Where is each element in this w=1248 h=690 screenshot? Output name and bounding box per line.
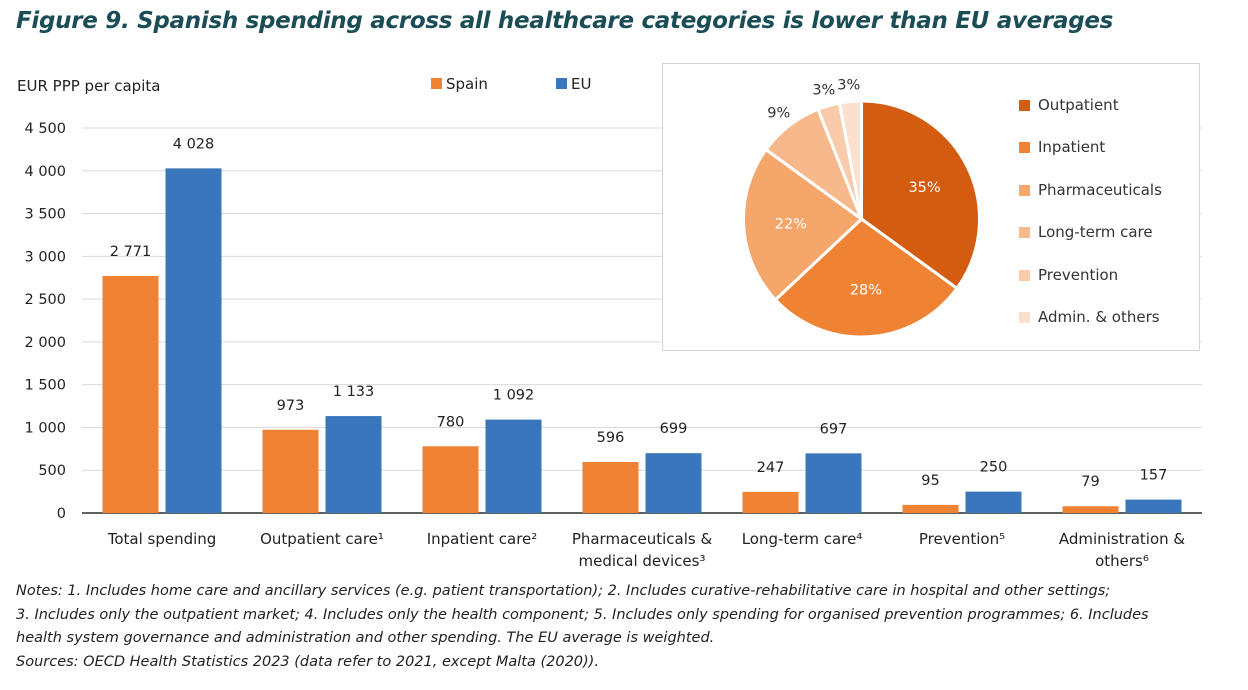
- figure-title: Figure 9. Spanish spending across all he…: [16, 8, 1114, 34]
- pie-legend-item: Inpatient: [1019, 138, 1162, 180]
- pie-legend-label: Admin. & others: [1038, 307, 1160, 326]
- legend-swatch: [1019, 269, 1030, 281]
- pie-legend-item: Admin. & others: [1019, 308, 1162, 350]
- y-tick-label: 3 000: [24, 249, 66, 265]
- pie-legend-label: Pharmaceuticals: [1038, 180, 1162, 199]
- legend-label-spain: Spain: [446, 75, 488, 93]
- pie-legend-label: Long-term care: [1038, 223, 1153, 242]
- legend-swatch-spain: [431, 78, 442, 89]
- pie-legend-label: Inpatient: [1038, 138, 1106, 157]
- y-tick-label: 0: [57, 506, 66, 522]
- pie-legend-item: Long-term care: [1019, 223, 1162, 265]
- data-label-eu: 699: [660, 421, 688, 437]
- x-tick-label: Total spending: [107, 530, 217, 548]
- pie-legend-item: Outpatient: [1019, 96, 1162, 138]
- pie-slice: [837, 99, 863, 220]
- y-tick-label: 500: [38, 463, 66, 479]
- x-tick-label: Pharmaceuticals &: [572, 530, 713, 548]
- x-tick-label: others⁶: [1095, 552, 1149, 570]
- pie-chart-panel: 35% 28% 22% 9% 3% 3% Outpatient Inpatient Pharm…: [662, 63, 1200, 351]
- bar-eu: [645, 453, 702, 513]
- data-label-eu: 4 028: [173, 136, 215, 152]
- bar-spain: [1062, 506, 1119, 513]
- x-tick-label: Outpatient care¹: [260, 530, 384, 548]
- data-label-spain: 780: [437, 414, 465, 430]
- bar-eu: [165, 168, 222, 514]
- data-label-eu: 1 092: [493, 388, 535, 404]
- pie-slice: [860, 99, 981, 291]
- bar-eu: [1125, 499, 1182, 513]
- data-label-spain: 2 771: [110, 244, 152, 260]
- pie-slice: [773, 217, 960, 339]
- pie-chart: 35% 28% 22% 9% 3% 3%: [742, 78, 981, 339]
- note-line: health system governance and administrat…: [16, 630, 715, 646]
- legend-swatch: [1019, 100, 1030, 111]
- sources-line: Sources: OECD Health Statistics 2023 (da…: [16, 653, 599, 670]
- pie-slice-label: 35%: [908, 180, 940, 196]
- bar-spain: [582, 462, 639, 513]
- legend-swatch: [1019, 311, 1030, 323]
- x-tick-label: medical devices³: [578, 552, 705, 570]
- pie-slice: [742, 147, 864, 302]
- data-label-spain: 596: [597, 430, 625, 446]
- data-label-spain: 95: [921, 473, 939, 489]
- pie-legend-item: Prevention: [1019, 266, 1162, 308]
- y-tick-label: 2 500: [24, 292, 66, 308]
- legend-swatch: [1019, 184, 1030, 196]
- y-tick-label: 2 000: [24, 335, 66, 351]
- legend-swatch: [1019, 142, 1030, 154]
- legend-swatch-eu: [556, 78, 567, 89]
- pie-legend-label: Outpatient: [1038, 96, 1119, 114]
- data-label-spain: 973: [277, 398, 305, 414]
- y-axis-label: EUR PPP per capita: [17, 77, 160, 95]
- bar-spain: [422, 446, 479, 513]
- data-label-eu: 1 133: [333, 384, 375, 400]
- x-tick-label: Administration &: [1059, 530, 1186, 548]
- bar-spain: [102, 275, 159, 513]
- bar-chart: EUR PPP per capita 0 500 1 000 1 500 2 000 2 5…: [17, 75, 1202, 570]
- y-tick-label: 3 500: [24, 207, 66, 223]
- bar-eu: [965, 491, 1022, 513]
- y-tick-label: 1 500: [24, 378, 66, 394]
- data-label-eu: 250: [980, 460, 1008, 476]
- x-tick-label: Prevention⁵: [919, 530, 1005, 548]
- data-label-spain: 247: [757, 460, 785, 476]
- pie-slice-label: 28%: [850, 283, 882, 299]
- bar-spain: [262, 429, 319, 513]
- pie-legend-label: Prevention: [1038, 265, 1119, 284]
- legend-label-eu: EU: [571, 75, 591, 93]
- y-tick-label: 1 000: [24, 420, 66, 436]
- pie-legend: Outpatient Inpatient Pharmaceuticals Long-t…: [1019, 96, 1162, 350]
- pie-slice-label: 3%: [812, 82, 835, 98]
- y-tick-label: 4 000: [24, 164, 66, 180]
- chart-notes: Notes: 1. Includes home care and ancilla…: [16, 580, 1236, 674]
- legend-swatch: [1019, 227, 1030, 239]
- y-tick-label: 4 500: [24, 121, 66, 137]
- data-label-eu: 157: [1140, 468, 1168, 484]
- pie-slice-label: 3%: [837, 78, 860, 94]
- pie-slice-label: 9%: [767, 105, 790, 121]
- bar-eu: [485, 419, 542, 513]
- bar-eu: [805, 453, 862, 513]
- bar-spain: [742, 491, 799, 513]
- data-label-spain: 79: [1081, 474, 1099, 490]
- note-line: 3. Includes only the outpatient market; …: [16, 606, 1149, 623]
- bar-eu: [325, 416, 382, 513]
- pie-slice-label: 22%: [775, 216, 807, 232]
- x-tick-label: Inpatient care²: [427, 530, 538, 548]
- pie-legend-item: Pharmaceuticals: [1019, 181, 1162, 223]
- x-tick-label: Long-term care⁴: [742, 530, 863, 548]
- note-line: Notes: 1. Includes home care and ancilla…: [16, 583, 1111, 599]
- bar-spain: [902, 504, 959, 513]
- data-label-eu: 697: [820, 421, 848, 437]
